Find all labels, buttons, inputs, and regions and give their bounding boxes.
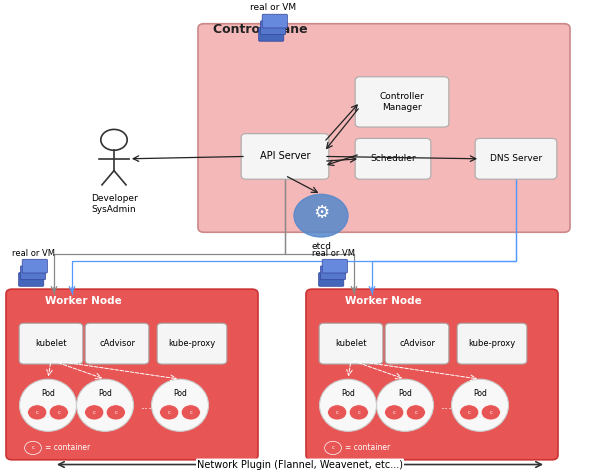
FancyBboxPatch shape [306,289,558,460]
Text: Developer
SysAdmin: Developer SysAdmin [91,194,137,214]
Text: Control Plane: Control Plane [213,23,308,36]
Circle shape [49,405,68,420]
Text: c: c [358,410,360,415]
Circle shape [106,405,125,420]
Text: kube-proxy: kube-proxy [169,339,215,348]
Text: c: c [490,410,493,415]
FancyBboxPatch shape [19,323,83,364]
FancyBboxPatch shape [319,273,344,286]
FancyBboxPatch shape [262,14,287,28]
FancyBboxPatch shape [385,323,449,364]
Circle shape [325,441,341,455]
Text: kubelet: kubelet [335,339,367,348]
Ellipse shape [377,379,433,431]
FancyBboxPatch shape [259,27,284,41]
Circle shape [181,405,200,420]
Text: API Server: API Server [260,151,310,162]
Text: real or VM: real or VM [250,3,296,12]
Text: ...: ... [141,399,153,412]
Text: c: c [36,410,39,415]
FancyBboxPatch shape [319,323,383,364]
Circle shape [25,441,41,455]
Ellipse shape [151,379,209,431]
Text: ...: ... [441,399,453,412]
FancyBboxPatch shape [241,134,329,179]
Text: c: c [58,410,61,415]
Circle shape [385,405,404,420]
Text: c: c [468,410,471,415]
Text: real or VM: real or VM [311,249,355,258]
FancyBboxPatch shape [22,259,47,273]
Circle shape [294,194,348,237]
Circle shape [406,405,425,420]
Text: c: c [114,410,117,415]
Text: Pod: Pod [398,389,412,398]
Text: c: c [168,410,170,415]
Text: c: c [336,410,338,415]
Text: = container: = container [45,444,90,452]
Text: Pod: Pod [41,389,55,398]
Text: cAdvisor: cAdvisor [99,339,135,348]
FancyBboxPatch shape [19,273,44,286]
FancyBboxPatch shape [475,138,557,179]
Text: c: c [32,446,35,450]
Text: Controller
Manager: Controller Manager [380,92,424,111]
Text: Worker Node: Worker Node [345,296,422,306]
Text: = container: = container [345,444,390,452]
Circle shape [328,405,347,420]
Circle shape [460,405,479,420]
Text: c: c [415,410,418,415]
Text: Network Plugin (Flannel, Weavenet, etc...): Network Plugin (Flannel, Weavenet, etc..… [197,459,403,470]
FancyBboxPatch shape [157,323,227,364]
Text: Worker Node: Worker Node [45,296,122,306]
Text: c: c [332,446,335,450]
Ellipse shape [19,379,77,431]
Text: Pod: Pod [98,389,112,398]
Text: c: c [393,410,396,415]
Text: Pod: Pod [173,389,187,398]
Circle shape [481,405,500,420]
Ellipse shape [320,379,377,431]
Text: etcd: etcd [311,242,331,251]
FancyBboxPatch shape [20,266,46,280]
Text: kubelet: kubelet [35,339,67,348]
Text: Pod: Pod [341,389,355,398]
FancyBboxPatch shape [355,138,431,179]
Text: ⚙: ⚙ [313,204,329,222]
FancyBboxPatch shape [260,21,286,35]
FancyBboxPatch shape [457,323,527,364]
Circle shape [349,405,368,420]
FancyBboxPatch shape [355,77,449,127]
FancyBboxPatch shape [85,323,149,364]
Circle shape [28,405,47,420]
Text: Pod: Pod [473,389,487,398]
Text: c: c [93,410,96,415]
Text: Scheduler: Scheduler [370,155,416,163]
FancyBboxPatch shape [6,289,258,460]
FancyBboxPatch shape [198,24,570,232]
Ellipse shape [452,379,509,431]
FancyBboxPatch shape [322,259,347,273]
Text: c: c [190,410,193,415]
FancyBboxPatch shape [320,266,346,280]
Text: real or VM: real or VM [11,249,55,258]
Text: kube-proxy: kube-proxy [469,339,515,348]
Text: DNS Server: DNS Server [490,155,542,163]
Ellipse shape [77,379,133,431]
Circle shape [85,405,104,420]
Circle shape [160,405,179,420]
Text: cAdvisor: cAdvisor [399,339,435,348]
